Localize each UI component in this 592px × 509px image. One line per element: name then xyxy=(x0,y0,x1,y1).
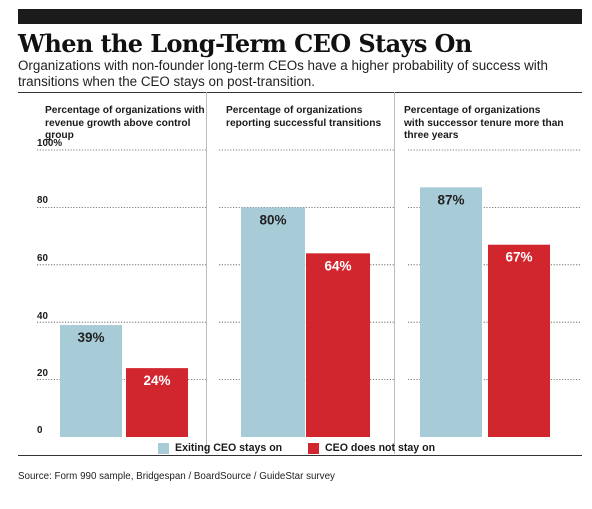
legend-label-stays: CEO does not stay on xyxy=(325,442,436,454)
panel-title-revenue: Percentage of organizations with revenue… xyxy=(45,105,205,143)
header-bar xyxy=(18,9,582,24)
panel-title-line: Percentage of organizations xyxy=(226,105,363,116)
legend-item-stays: CEO does not stay on xyxy=(308,441,435,455)
data-label: 67% xyxy=(505,250,532,265)
legend-label-exiting: Exiting CEO stays on xyxy=(175,442,283,454)
panel-title-line: three years xyxy=(404,130,459,141)
panel-title-line: Percentage of organizations xyxy=(404,105,541,116)
panel-title-transitions: Percentage of organizations reporting su… xyxy=(226,105,391,130)
legend-swatch-exiting xyxy=(158,442,169,454)
data-label: 64% xyxy=(324,258,351,273)
source-note: Source: Form 990 sample, Bridgespan / Bo… xyxy=(18,471,335,482)
y-tick-label: 20 xyxy=(37,368,48,379)
chart-title: When the Long-Term CEO Stays On xyxy=(18,29,472,58)
y-tick-label: 40 xyxy=(37,311,48,322)
panel-title-tenure: Percentage of organizations with success… xyxy=(404,105,574,143)
y-tick-label: 60 xyxy=(37,253,48,264)
data-label: 39% xyxy=(77,330,104,345)
bar-exiting xyxy=(420,187,482,437)
data-label: 24% xyxy=(143,373,170,388)
y-tick-label: 0 xyxy=(37,425,43,436)
data-label: 80% xyxy=(259,212,286,227)
bar-stays xyxy=(488,244,550,437)
y-tick-label: 80 xyxy=(37,195,48,206)
chart-frame xyxy=(18,92,582,456)
panel-divider xyxy=(394,92,395,454)
bar-stays xyxy=(306,253,370,437)
panel-title-line: revenue growth above control group xyxy=(45,117,191,142)
legend-item-exiting: Exiting CEO stays on xyxy=(158,441,282,455)
bar-exiting xyxy=(241,207,305,437)
panel-title-line: reporting successful transitions xyxy=(226,117,382,129)
chart-subtitle: Organizations with non-founder long-term… xyxy=(18,58,548,89)
panel-title-line: with successor tenure more than xyxy=(404,117,564,129)
bar-exiting xyxy=(60,325,122,437)
y-tick-label: 100% xyxy=(37,138,63,149)
panel-divider xyxy=(206,92,207,454)
legend-swatch-stays xyxy=(308,442,319,454)
data-label: 87% xyxy=(437,192,464,207)
bar-stays xyxy=(126,368,188,437)
panel-title-line: Percentage of organizations with xyxy=(45,105,205,116)
